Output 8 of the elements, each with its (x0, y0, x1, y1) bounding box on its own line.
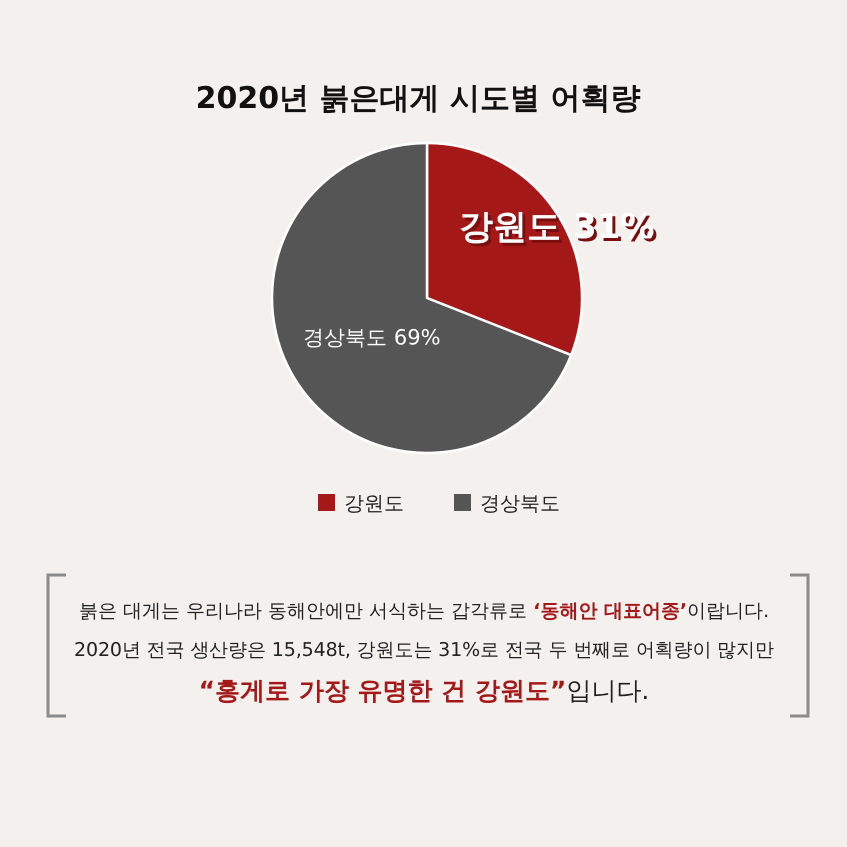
text: “홍게로 가장 유명한 건 강원도”입니다. (198, 676, 650, 705)
text: 2020년 전국 생산량은 15,548t, 강원도는 31%로 전국 두 번째로 어획량이 많지만 (74, 639, 774, 661)
legend-label: 경상북도 (480, 491, 560, 515)
data-label: 강원도 31% (459, 207, 654, 248)
legend-label: 강원도 (344, 491, 404, 515)
text: 붉은 대게는 우리나라 동해안에만 서식하는 갑각류로 ‘동해안 대표어종’이랍니다. (78, 600, 770, 622)
data-label: 경상북도 69% (303, 326, 441, 350)
chart-title: 2020년 붉은대게 시도별 어획량 (196, 81, 640, 116)
